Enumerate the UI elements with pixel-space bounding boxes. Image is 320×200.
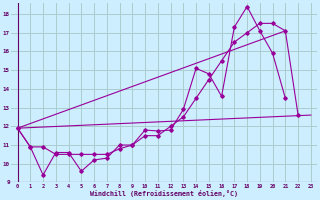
X-axis label: Windchill (Refroidissement éolien,°C): Windchill (Refroidissement éolien,°C)	[90, 190, 238, 197]
